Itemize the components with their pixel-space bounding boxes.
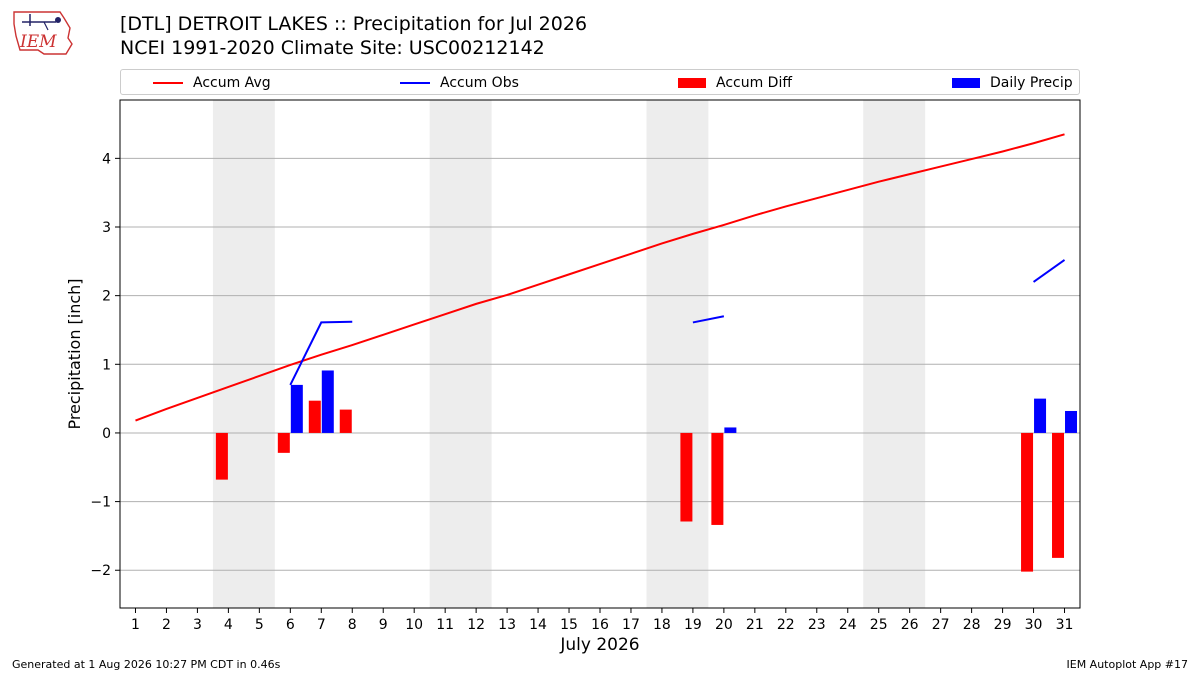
y-tick-label: −2: [90, 563, 111, 579]
accum-diff-bar: [1052, 432, 1065, 558]
daily-precip-bar: [1065, 410, 1078, 433]
x-tick-label: 14: [529, 617, 547, 633]
accum-obs-line: [289, 320, 353, 386]
legend-label-obs: Accum Obs: [440, 75, 519, 91]
x-tick-label: 15: [560, 617, 578, 633]
x-tick-label: 12: [467, 617, 485, 633]
x-tick-label: 13: [498, 617, 516, 633]
chart-legend: Accum Avg Accum Obs Accum Diff Daily Pre…: [120, 69, 1080, 95]
x-tick-label: 4: [224, 617, 233, 633]
x-tick-label: 3: [193, 617, 202, 633]
legend-accum-avg: Accum Avg: [153, 73, 271, 93]
legend-label-daily: Daily Precip: [990, 75, 1073, 91]
legend-accum-diff: Accum Diff: [678, 73, 792, 93]
y-tick-label: 3: [102, 220, 111, 236]
logo-text: IEM: [19, 32, 57, 52]
daily-precip-bar: [321, 370, 334, 433]
legend-swatch-obs: [400, 82, 430, 84]
daily-precip-bar: [290, 384, 303, 433]
x-tick-label: 1: [131, 617, 140, 633]
x-tick-label: 25: [870, 617, 888, 633]
legend-swatch-daily: [952, 78, 980, 88]
x-tick-label: 8: [348, 617, 357, 633]
chart-title: [DTL] DETROIT LAKES :: Precipitation for…: [120, 13, 588, 35]
legend-label-avg: Accum Avg: [193, 75, 271, 91]
legend-label-diff: Accum Diff: [716, 75, 793, 91]
x-tick-label: 29: [994, 617, 1012, 633]
weekend-band: [429, 100, 492, 608]
legend-daily-precip: Daily Precip: [952, 73, 1073, 93]
legend-swatch-avg: [153, 82, 183, 84]
x-tick-label: 18: [653, 617, 671, 633]
y-tick-label: −1: [90, 495, 111, 511]
state-outline-icon: [13, 11, 73, 55]
y-axis-label: Precipitation [inch]: [65, 278, 84, 429]
daily-precip-bar: [1034, 398, 1047, 433]
x-axis-label: July 2026: [559, 635, 639, 655]
x-tick-label: 31: [1056, 617, 1074, 633]
legend-accum-obs: Accum Obs: [400, 73, 519, 93]
generated-timestamp: Generated at 1 Aug 2026 10:27 PM CDT in …: [12, 658, 281, 671]
y-tick-label: 0: [102, 426, 111, 442]
x-tick-label: 20: [715, 617, 733, 633]
y-tick-label: 4: [102, 151, 111, 167]
accum-obs-line: [1032, 259, 1066, 283]
x-tick-label: 2: [162, 617, 171, 633]
x-tick-label: 30: [1025, 617, 1043, 633]
x-tick-label: 19: [684, 617, 702, 633]
x-tick-label: 17: [622, 617, 640, 633]
chart-subtitle: NCEI 1991-2020 Climate Site: USC00212142: [120, 37, 545, 59]
x-tick-label: 6: [286, 617, 295, 633]
x-tick-label: 11: [436, 617, 454, 633]
weekend-band: [212, 100, 275, 608]
accum-diff-bar: [711, 432, 724, 525]
daily-precip-bar: [724, 427, 737, 433]
accum-diff-bar: [339, 409, 352, 433]
x-tick-label: 7: [317, 617, 326, 633]
x-tick-label: 5: [255, 617, 264, 633]
x-tick-label: 9: [379, 617, 388, 633]
accum-diff-bar: [215, 432, 228, 480]
accum-diff-bar: [1021, 432, 1034, 572]
x-tick-label: 21: [746, 617, 764, 633]
iem-logo: IEM: [13, 11, 73, 55]
legend-swatch-diff: [678, 78, 706, 88]
x-tick-label: 28: [963, 617, 981, 633]
weekend-band: [646, 100, 709, 608]
x-tick-label: 26: [901, 617, 919, 633]
accum-diff-bar: [680, 432, 693, 522]
accum-diff-bar: [308, 400, 321, 433]
y-tick-label: 2: [102, 289, 111, 305]
plot-frame: [119, 99, 1081, 609]
accum-obs-line: [692, 315, 725, 324]
x-tick-label: 27: [932, 617, 950, 633]
accum-diff-bar: [277, 432, 290, 453]
x-tick-label: 10: [405, 617, 423, 633]
x-tick-label: 23: [808, 617, 826, 633]
weekend-band: [863, 100, 926, 608]
y-tick-label: 1: [102, 357, 111, 373]
accum-avg-line: [135, 133, 1065, 422]
x-tick-label: 22: [777, 617, 795, 633]
x-tick-label: 16: [591, 617, 609, 633]
x-tick-label: 24: [839, 617, 857, 633]
app-label: IEM Autoplot App #17: [1066, 658, 1189, 671]
